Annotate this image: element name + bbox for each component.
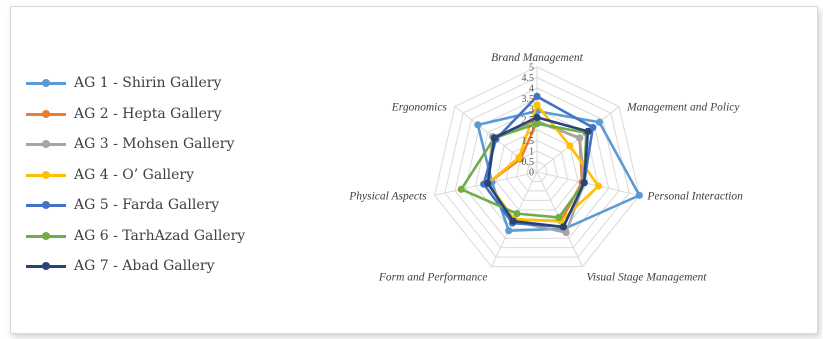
legend-item-ag3: AG 3 - Mohsen Gallery [26,129,245,160]
tick-label: 0 [529,168,534,179]
data-point [562,228,570,237]
data-point [589,123,597,132]
axis-label: Form and Performance [378,272,488,284]
series-line-ag1 [476,109,641,232]
chart-area [10,6,818,334]
legend-item-ag1: AG 1 - Shirin Gallery [26,68,245,99]
tick-label: 2 [529,126,534,137]
grid-ring [495,129,579,211]
data-point [559,223,568,231]
tick-label: 4 [529,84,534,95]
tick-label: 3 [529,105,534,116]
axis-label: Visual Stage Management [587,272,708,284]
data-point [555,213,563,222]
legend-marker [26,140,66,149]
data-point [484,179,492,187]
data-point [595,118,603,126]
axis-label: Physical Aspects [348,190,427,202]
data-point [580,179,588,187]
tick-label: 0.5 [522,157,535,168]
data-point [457,185,465,193]
legend-label: AG 6 - TarhAzad Gallery [74,227,246,244]
tick-label: 1.5 [522,136,535,147]
legend-label: AG 5 - Farda Gallery [74,197,220,214]
legend-label: AG 1 - Shirin Gallery [74,75,222,92]
legend-marker [26,231,66,240]
data-point [533,113,541,121]
series-line-ag3 [486,120,586,234]
legend-label: AG 4 - O’ Gallery [74,166,195,183]
data-point [490,134,498,142]
chart-legend: AG 1 - Shirin Gallery AG 2 - Hepta Galle… [26,68,245,282]
data-point [509,217,517,225]
legend-label: AG 7 - Abad Gallery [74,258,215,275]
axis-label: Management and Policy [626,102,740,114]
legend-marker [26,262,66,271]
legend-item-ag6: AG 6 - TarhAzad Gallery [26,221,245,252]
axis-label: Personal Interaction [646,190,743,202]
series-line-ag4 [486,103,600,223]
grid-ring [444,76,630,258]
tick-label: 3.5 [522,94,535,105]
tick-label: 4.5 [522,73,535,84]
grid-ring [434,66,640,268]
legend-label: AG 3 - Mohsen Gallery [74,136,235,153]
legend-label: AG 2 - Hepta Gallery [74,105,222,122]
grid-spoke [536,171,640,196]
grid-ring [464,97,610,239]
data-point [533,120,541,128]
data-point [576,134,584,142]
data-point [474,121,482,129]
legend-item-ag2: AG 2 - Hepta Gallery [26,99,245,130]
axis-label: Ergonomics [391,102,448,114]
data-point [533,101,541,109]
legend-marker [26,201,66,210]
grid-ring [526,160,548,182]
legend-marker [26,109,66,118]
legend-item-ag5: AG 5 - Farda Gallery [26,190,245,221]
tick-label: 1 [529,147,534,158]
data-point [505,227,513,235]
data-point [533,92,541,100]
data-point [594,182,603,190]
grid-ring [505,139,569,201]
tick-label: 5 [529,63,534,74]
data-point [635,191,643,199]
legend-marker [26,79,66,88]
series-line-ag7 [486,116,590,229]
axis-label: Brand Management [491,52,583,64]
data-point [584,127,592,136]
tick-label: 2.5 [522,115,535,126]
legend-item-ag4: AG 4 - O’ Gallery [26,160,245,191]
data-point [515,153,523,162]
legend-marker [26,170,66,179]
data-point [513,210,521,218]
legend-item-ag7: AG 7 - Abad Gallery [26,251,245,282]
data-point [566,142,574,150]
